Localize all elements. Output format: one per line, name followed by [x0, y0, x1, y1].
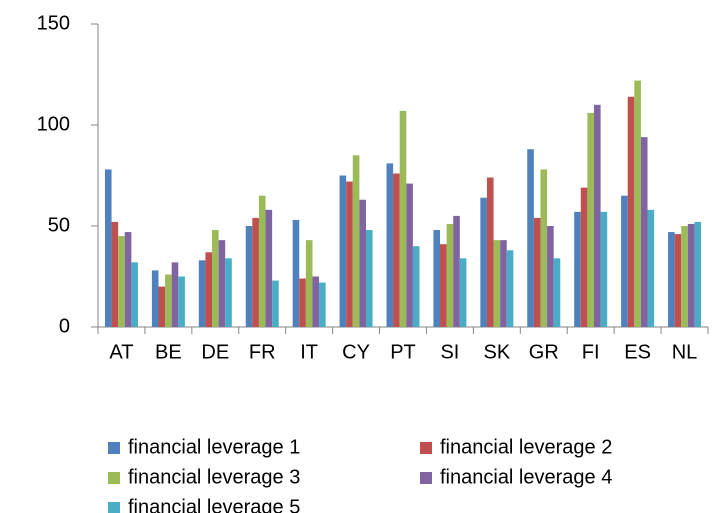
bar — [252, 217, 259, 327]
bar — [459, 258, 467, 327]
bar — [198, 260, 206, 327]
x-tick-label: ES — [624, 341, 651, 363]
x-tick-label: DE — [201, 341, 229, 363]
bar — [440, 244, 447, 327]
bar — [218, 240, 226, 327]
bar — [647, 209, 655, 327]
bar — [687, 223, 695, 327]
bar — [634, 80, 641, 327]
bar — [225, 258, 232, 327]
bar — [339, 175, 347, 327]
x-tick-label: GR — [529, 341, 559, 363]
x-tick-label: AT — [109, 341, 133, 363]
bar — [212, 230, 219, 327]
x-tick-label: NL — [672, 341, 698, 363]
bar — [674, 234, 682, 327]
bar — [486, 177, 494, 327]
bar — [694, 221, 702, 327]
bar — [587, 112, 594, 327]
bar — [600, 211, 608, 327]
bar — [393, 173, 400, 327]
x-tick-label: CY — [342, 341, 370, 363]
x-tick-label: SK — [484, 341, 511, 363]
x-tick-label: SI — [440, 341, 459, 363]
legend-swatch — [420, 442, 432, 454]
bar — [574, 211, 581, 327]
bar — [178, 276, 185, 327]
bar — [359, 199, 366, 327]
x-tick-label: BE — [155, 341, 182, 363]
bar — [480, 197, 487, 327]
legend-label: financial leverage 5 — [128, 496, 300, 513]
bar — [171, 262, 179, 327]
bar — [668, 232, 675, 327]
legend-swatch — [108, 472, 120, 484]
legend-label: financial leverage 2 — [440, 436, 612, 458]
bar — [158, 286, 166, 327]
y-tick-label: 100 — [37, 113, 70, 135]
legend-label: financial leverage 4 — [440, 466, 612, 488]
bar — [399, 110, 407, 327]
bar — [292, 219, 300, 327]
bar — [312, 276, 320, 327]
bar — [165, 274, 172, 327]
x-tick-label: FR — [249, 341, 276, 363]
legend-swatch — [108, 502, 120, 513]
bar — [151, 270, 159, 327]
bar — [553, 258, 561, 327]
bar — [299, 278, 306, 327]
bar — [412, 246, 420, 327]
bar — [506, 250, 514, 327]
x-tick-label: PT — [390, 341, 416, 363]
y-tick-label: 150 — [37, 12, 70, 34]
x-tick-label: FI — [582, 341, 600, 363]
bar — [433, 230, 441, 327]
legend-swatch — [420, 472, 432, 484]
bar — [118, 236, 125, 327]
bar — [640, 137, 648, 327]
bar — [406, 183, 413, 327]
bar — [547, 226, 554, 327]
legend-swatch — [108, 442, 120, 454]
bar — [265, 209, 273, 327]
bar — [500, 240, 507, 327]
y-tick-label: 0 — [59, 315, 70, 337]
bar — [365, 230, 373, 327]
x-tick-label: IT — [300, 341, 318, 363]
bar — [540, 169, 548, 327]
bar — [681, 226, 688, 327]
y-tick-label: 50 — [48, 214, 70, 236]
bar — [305, 240, 313, 327]
bar — [580, 187, 588, 327]
bar — [493, 240, 501, 327]
bar — [245, 226, 253, 327]
bar — [272, 280, 279, 327]
bar — [593, 104, 601, 327]
legend-label: financial leverage 1 — [128, 436, 300, 458]
bar — [131, 262, 138, 327]
bar — [621, 195, 628, 327]
bar — [533, 217, 541, 327]
bar — [627, 96, 635, 327]
legend-label: financial leverage 3 — [128, 466, 300, 488]
bar — [386, 163, 394, 327]
bar — [352, 155, 360, 327]
bar — [205, 252, 213, 327]
bar — [346, 181, 353, 327]
bar — [319, 282, 326, 327]
bar — [258, 195, 266, 327]
bar — [124, 232, 132, 327]
bar — [111, 221, 119, 327]
bar — [446, 223, 454, 327]
bar — [527, 149, 534, 327]
bar — [104, 169, 112, 327]
bar — [453, 215, 460, 327]
